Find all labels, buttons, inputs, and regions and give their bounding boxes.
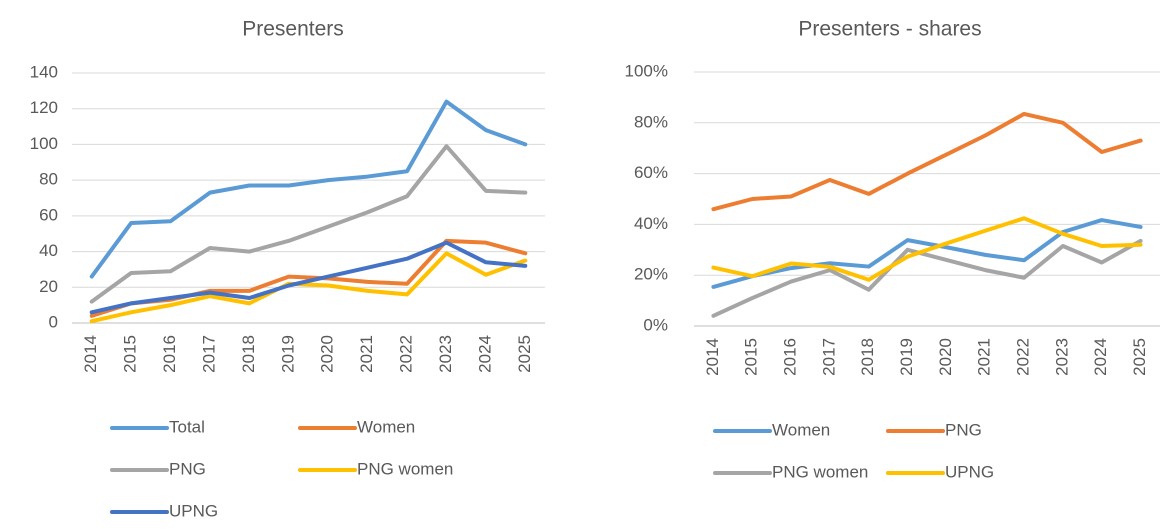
- series-line: [89, 251, 528, 324]
- y-tick-label: 100: [30, 134, 58, 153]
- x-tick-label: 2019: [897, 338, 916, 376]
- x-tick-label: 2017: [199, 335, 218, 373]
- x-tick-label: 2022: [1014, 338, 1033, 376]
- x-tick-label: 2022: [397, 335, 416, 373]
- legend-label: PNG women: [357, 459, 453, 478]
- chart-title: Presenters: [242, 18, 344, 41]
- legend-label: Total: [169, 417, 205, 436]
- legend-label: Women: [772, 420, 830, 439]
- x-tick-label: 2017: [819, 338, 838, 376]
- y-tick-label: 60%: [634, 163, 668, 182]
- x-tick-label: 2015: [742, 338, 761, 376]
- legend-label: Women: [357, 417, 415, 436]
- y-tick-label: 140: [30, 62, 58, 81]
- x-tick-label: 2018: [239, 335, 258, 373]
- y-tick-label: 80%: [634, 112, 668, 131]
- y-tick-label: 40%: [634, 214, 668, 233]
- x-tick-label: 2025: [515, 335, 534, 373]
- x-tick-label: 2020: [318, 335, 337, 373]
- x-tick-label: 2014: [81, 335, 100, 373]
- chart-title: Presenters - shares: [798, 18, 981, 41]
- x-tick-label: 2020: [936, 338, 955, 376]
- series-line: [711, 218, 1143, 289]
- y-tick-label: 0%: [643, 315, 668, 334]
- x-tick-label: 2025: [1130, 338, 1149, 376]
- y-tick-label: 0: [49, 312, 58, 331]
- y-tick-label: 60: [39, 205, 58, 224]
- x-tick-label: 2021: [357, 335, 376, 373]
- series-line: [89, 240, 528, 315]
- series-line: [711, 238, 1143, 318]
- y-tick-label: 100%: [625, 61, 668, 80]
- legend-label: UPNG: [169, 501, 218, 520]
- y-tick-label: 20: [39, 277, 58, 296]
- series-line: [711, 111, 1143, 212]
- x-tick-label: 2014: [703, 338, 722, 376]
- x-tick-label: 2023: [1052, 338, 1071, 376]
- series-line: [711, 216, 1143, 282]
- legend-label: PNG: [945, 420, 982, 439]
- legend-label: UPNG: [945, 462, 994, 481]
- x-tick-label: 2019: [278, 335, 297, 373]
- y-tick-label: 40: [39, 241, 58, 260]
- x-tick-label: 2015: [121, 335, 140, 373]
- y-tick-label: 80: [39, 170, 58, 189]
- x-tick-label: 2018: [858, 338, 877, 376]
- y-tick-label: 120: [30, 98, 58, 117]
- x-tick-label: 2024: [475, 335, 494, 373]
- series-line: [89, 238, 528, 318]
- x-tick-label: 2021: [975, 338, 994, 376]
- series-line: [89, 99, 528, 279]
- x-tick-label: 2024: [1091, 338, 1110, 376]
- x-tick-label: 2016: [160, 335, 179, 373]
- y-tick-label: 20%: [634, 265, 668, 284]
- x-tick-label: 2016: [781, 338, 800, 376]
- x-tick-label: 2023: [436, 335, 455, 373]
- legend-label: PNG women: [772, 462, 868, 481]
- legend-label: PNG: [169, 459, 206, 478]
- series-line: [89, 144, 528, 304]
